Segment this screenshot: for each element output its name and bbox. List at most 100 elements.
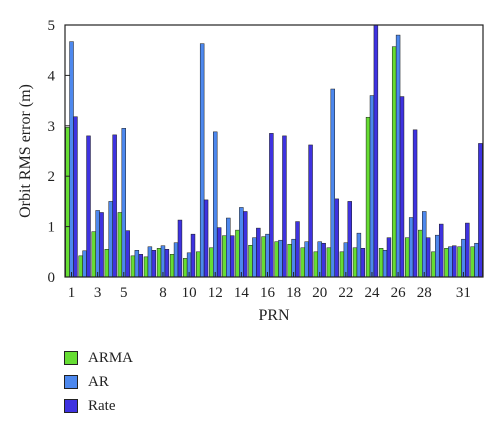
bar-ar-prn-26 (395, 34, 401, 278)
bar-arma-prn-2 (78, 255, 83, 278)
bar-rate-prn-3 (99, 212, 104, 278)
bar-rate-prn-9 (177, 219, 183, 278)
bar-ar-prn-31 (461, 238, 466, 278)
bar-rate-prn-31 (465, 222, 470, 278)
bar-rate-prn-12 (216, 227, 222, 278)
x-tick-label: 24 (364, 285, 380, 301)
bar-arma-prn-8 (156, 248, 162, 278)
bar-rate-prn-1 (73, 116, 78, 278)
x-tick-label: 26 (391, 285, 407, 301)
bar-arma-prn-10 (182, 258, 188, 278)
bar-rate-prn-6 (138, 254, 143, 278)
bar-rate-prn-21 (334, 198, 339, 278)
bar-rate-prn-7 (151, 250, 157, 278)
bar-rate-prn-4 (112, 134, 117, 278)
bar-ar-prn-16 (265, 233, 270, 278)
bar-arma-prn-17 (274, 241, 279, 278)
bar-ar-prn-4 (108, 201, 113, 278)
bar-rate-prn-8 (164, 249, 170, 278)
bar-arma-prn-6 (130, 255, 136, 278)
bar-arma-prn-1 (65, 127, 70, 278)
bar-ar-prn-9 (173, 242, 179, 278)
bar-rate-prn-28 (425, 237, 431, 278)
bar-ar-prn-3 (95, 210, 100, 278)
x-tick-label: 22 (338, 285, 353, 301)
bar-rate-prn-15 (256, 227, 261, 278)
x-tick-label: 16 (260, 285, 276, 301)
legend-item-ar: AR (64, 371, 133, 393)
bar-ar-prn-17 (278, 239, 283, 278)
bar-arma-prn-13 (222, 235, 227, 278)
bar-ar-prn-15 (252, 237, 257, 278)
bar-arma-prn-21 (326, 247, 332, 278)
x-tick-label: 31 (456, 285, 471, 301)
y-axis: 0 1 2 3 4 5 (48, 18, 70, 286)
bar-ar-prn-13 (226, 217, 231, 278)
x-axis: 1 3 5 8 10 12 14 16 18 20 22 24 26 28 31 (68, 272, 471, 301)
bar-arma-prn-22 (339, 251, 345, 278)
x-tick-label: 10 (182, 285, 197, 301)
bar-rate-prn-2 (86, 135, 91, 278)
x-tick-label: 3 (94, 285, 102, 301)
x-axis-title: PRN (258, 307, 290, 324)
bar-ar-prn-11 (199, 43, 205, 278)
bar-arma-prn-25 (378, 248, 384, 278)
bar-arma-prn-7 (143, 256, 149, 278)
bar-ar-prn-28 (422, 211, 427, 278)
bar-arma-prn-11 (196, 251, 201, 278)
legend-item-rate: Rate (64, 395, 133, 417)
bar-arma-prn-16 (261, 236, 266, 278)
y-tick-label: 5 (48, 18, 56, 34)
bar-arma-prn-27 (405, 237, 410, 278)
bar-ar-prn-18 (291, 238, 296, 278)
bar-ar-prn-22 (343, 242, 349, 278)
bar-rate-prn-26 (399, 96, 405, 278)
bar-arma-prn-32 (470, 246, 475, 278)
bar-ar-prn-6 (134, 250, 140, 278)
bar-ar-prn-29 (435, 234, 440, 278)
y-axis-title: Orbit RMS error (m) (17, 84, 34, 218)
bar-ar-prn-24 (369, 95, 375, 278)
bar-arma-prn-31 (457, 246, 462, 278)
bar-rate-prn-17 (282, 135, 287, 278)
bar-arma-prn-5 (117, 212, 123, 278)
bar-arma-prn-3 (91, 231, 96, 278)
bar-rate-prn-10 (190, 233, 196, 278)
bar-rate-prn-32 (478, 143, 483, 278)
bar-arma-prn-14 (235, 229, 240, 278)
bar-arma-prn-30 (444, 248, 449, 278)
bar-rate-prn-20 (321, 242, 326, 278)
bar-rate-prn-16 (269, 133, 274, 278)
bar-rate-prn-30 (452, 245, 457, 278)
bar-rate-prn-11 (203, 199, 209, 278)
bar-arma-prn-15 (248, 245, 253, 278)
bar-arma-prn-29 (431, 251, 436, 278)
legend-swatch-ar (64, 375, 78, 389)
plot-frame (64, 24, 484, 278)
bar-rate-prn-13 (229, 235, 235, 278)
bar-ar-prn-1 (69, 41, 74, 278)
bar-ar-prn-14 (239, 207, 244, 278)
x-tick-label: 12 (208, 285, 223, 301)
legend-item-arma: ARMA (64, 347, 133, 369)
bar-ar-prn-7 (147, 246, 153, 278)
bar-rate-prn-23 (360, 248, 366, 278)
x-tick-label: 8 (159, 285, 167, 301)
bar-ar-prn-12 (213, 131, 218, 278)
bar-ar-prn-32 (474, 242, 479, 278)
bar-ar-prn-5 (121, 128, 126, 278)
bar-arma-prn-28 (418, 229, 423, 278)
legend-label-arma: ARMA (88, 349, 134, 366)
x-tick-label: 20 (312, 285, 327, 301)
bar-rate-prn-19 (308, 144, 313, 278)
bar-ar-prn-21 (330, 88, 335, 278)
bar-ar-prn-20 (317, 241, 322, 278)
bar-arma-prn-20 (313, 251, 319, 278)
bar-rate-prn-24 (373, 24, 379, 278)
bar-rate-prn-5 (125, 230, 130, 278)
bar-arma-prn-12 (209, 247, 214, 278)
bar-arma-prn-18 (287, 243, 292, 278)
x-tick-label: 1 (68, 285, 76, 301)
y-tick-label: 2 (48, 169, 56, 185)
